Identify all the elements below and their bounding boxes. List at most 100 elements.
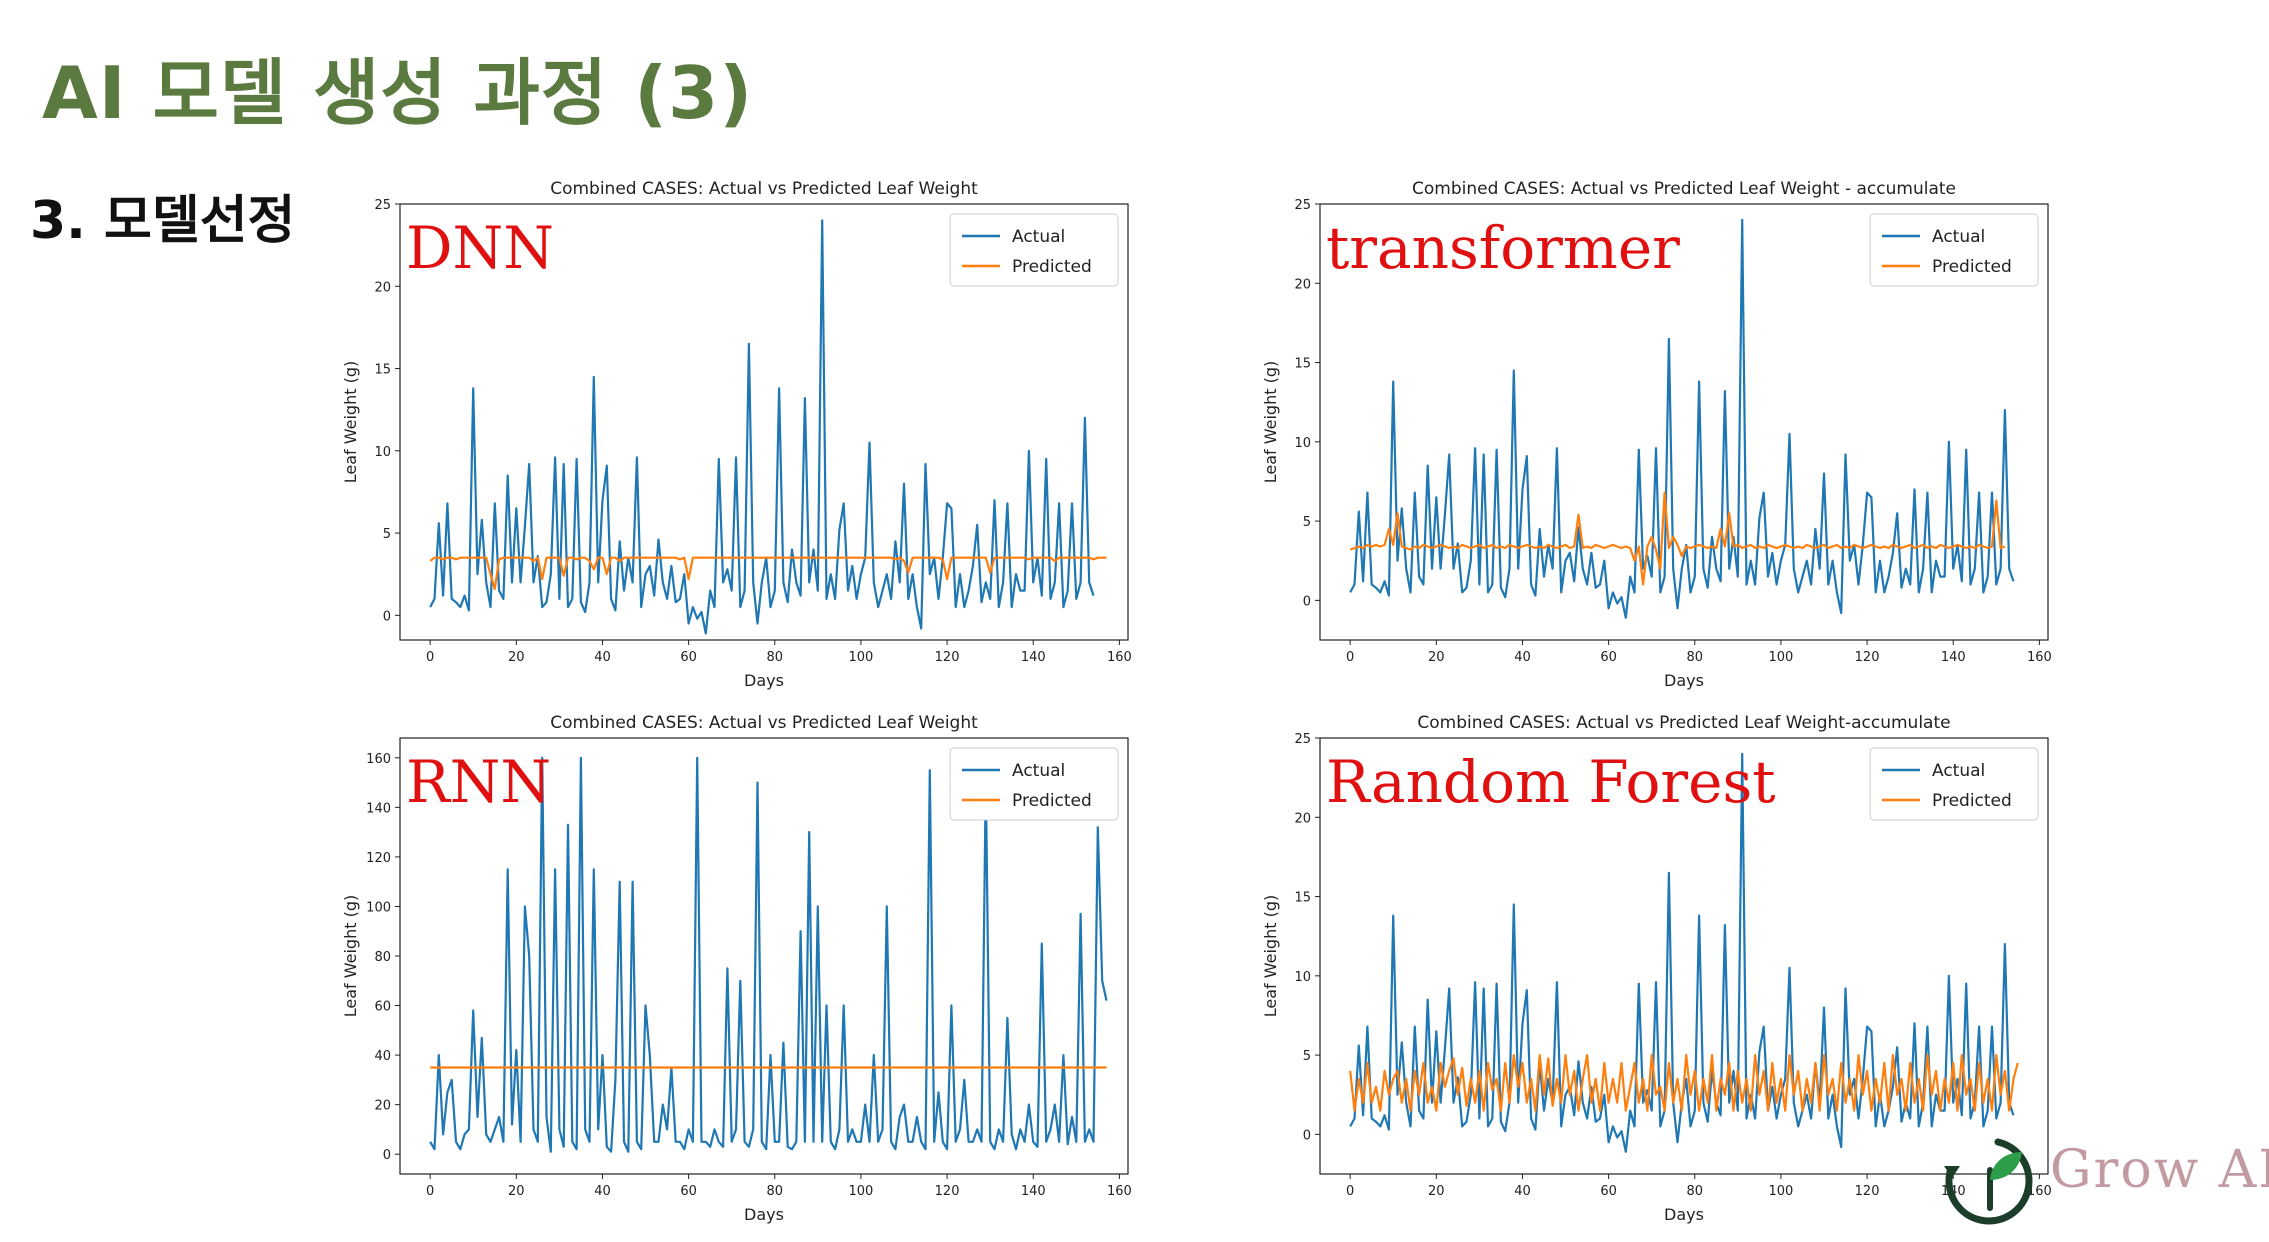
y-tick-label: 15 [1294, 891, 1311, 906]
chart-title: Combined CASES: Actual vs Predicted Leaf… [550, 179, 978, 199]
series-line-actual [429, 219, 1095, 635]
x-tick-label: 100 [1769, 1184, 1794, 1199]
model-label: RNN [406, 748, 551, 816]
y-tick-label: 0 [1303, 594, 1311, 609]
x-axis-label: Days [1664, 671, 1704, 690]
y-tick-label: 10 [1294, 436, 1311, 451]
x-tick-label: 160 [1107, 650, 1132, 665]
plot-frame [1319, 737, 2049, 1175]
y-tick-label: 10 [1294, 970, 1311, 985]
series-line-actual [429, 756, 1108, 1153]
x-tick-label: 120 [935, 1184, 960, 1199]
x-tick-label: 20 [508, 650, 525, 665]
model-label: Random Forest [1326, 748, 1776, 816]
x-tick-label: 80 [1686, 650, 1703, 665]
chart-dnn: Combined CASES: Actual vs Predicted Leaf… [320, 172, 1240, 690]
y-tick-label: 80 [374, 950, 391, 965]
legend-box [949, 213, 1119, 287]
chart-transformer: Combined CASES: Actual vs Predicted Leaf… [1240, 172, 2160, 690]
series-line-predicted [1349, 491, 2006, 586]
legend-box [1869, 747, 2039, 821]
y-tick-label: 5 [1303, 1049, 1311, 1064]
x-tick-label: 120 [935, 650, 960, 665]
chart-rnn: Combined CASES: Actual vs Predicted Leaf… [320, 706, 1240, 1224]
y-tick-label: 0 [383, 609, 391, 624]
y-axis-label: Leaf Weight (g) [1261, 361, 1280, 483]
x-tick-label: 120 [1855, 1184, 1880, 1199]
x-tick-label: 60 [1600, 1184, 1617, 1199]
x-tick-label: 60 [680, 1184, 697, 1199]
x-axis-label: Days [744, 671, 784, 690]
legend-label: Actual [1012, 761, 1065, 781]
plot-frame [1319, 203, 2049, 641]
y-tick-label: 5 [383, 527, 391, 542]
y-tick-label: 10 [374, 445, 391, 460]
plot-frame [399, 737, 1129, 1175]
legend-label: Actual [1932, 761, 1985, 781]
series-line-predicted [1349, 1054, 2019, 1112]
plot-frame [399, 203, 1129, 641]
chart-svg: Combined CASES: Actual vs Predicted Leaf… [1261, 179, 2052, 690]
y-tick-label: 120 [366, 851, 391, 866]
legend-label: Predicted [1932, 257, 2012, 277]
y-tick-label: 140 [366, 801, 391, 816]
x-tick-label: 140 [1021, 1184, 1046, 1199]
x-tick-label: 20 [1428, 650, 1445, 665]
grow-ai-logo [1944, 1138, 2033, 1225]
slide-title: AI 모델 생성 과정 (3) [42, 51, 754, 135]
x-tick-label: 0 [426, 1184, 434, 1199]
x-tick-label: 100 [1769, 650, 1794, 665]
y-axis-label: Leaf Weight (g) [1261, 895, 1280, 1017]
y-tick-label: 0 [1303, 1128, 1311, 1143]
x-tick-label: 160 [2027, 650, 2052, 665]
legend-label: Actual [1012, 227, 1065, 247]
x-tick-label: 40 [1514, 1184, 1531, 1199]
y-tick-label: 60 [374, 1000, 391, 1015]
y-tick-label: 40 [374, 1049, 391, 1064]
chart-title: Combined CASES: Actual vs Predicted Leaf… [1412, 179, 1956, 199]
legend-label: Actual [1932, 227, 1985, 247]
chart-svg: Combined CASES: Actual vs Predicted Leaf… [1261, 713, 2052, 1224]
x-axis-label: Days [744, 1205, 784, 1224]
y-tick-label: 25 [1294, 198, 1311, 213]
y-axis-label: Leaf Weight (g) [341, 361, 360, 483]
x-tick-label: 160 [1107, 1184, 1132, 1199]
y-tick-label: 5 [1303, 515, 1311, 530]
x-tick-label: 100 [849, 1184, 874, 1199]
x-tick-label: 20 [1428, 1184, 1445, 1199]
x-tick-label: 160 [2027, 1184, 2052, 1199]
x-tick-label: 20 [508, 1184, 525, 1199]
y-tick-label: 20 [374, 280, 391, 295]
y-tick-label: 0 [383, 1148, 391, 1163]
series-line-predicted [429, 556, 1107, 591]
chart-svg: Combined CASES: Actual vs Predicted Leaf… [341, 179, 1132, 690]
legend-label: Predicted [1012, 791, 1092, 811]
y-tick-label: 15 [1294, 357, 1311, 372]
y-tick-label: 20 [1294, 811, 1311, 826]
legend-label: Predicted [1932, 791, 2012, 811]
x-tick-label: 0 [1346, 650, 1354, 665]
x-tick-label: 140 [1021, 650, 1046, 665]
x-tick-label: 0 [426, 650, 434, 665]
y-tick-label: 25 [374, 198, 391, 213]
logo-text: Grow AI [2050, 1140, 2269, 1200]
series-line-actual [1349, 218, 2015, 619]
y-tick-label: 160 [366, 752, 391, 767]
model-label: DNN [406, 214, 554, 282]
x-tick-label: 80 [766, 1184, 783, 1199]
legend-label: Predicted [1012, 257, 1092, 277]
y-tick-label: 15 [374, 363, 391, 378]
x-tick-label: 120 [1855, 650, 1880, 665]
x-tick-label: 60 [680, 650, 697, 665]
sprout-icon [1944, 1138, 2033, 1225]
x-tick-label: 40 [594, 1184, 611, 1199]
x-tick-label: 100 [849, 650, 874, 665]
x-tick-label: 140 [1941, 650, 1966, 665]
x-tick-label: 80 [766, 650, 783, 665]
x-axis-label: Days [1664, 1205, 1704, 1224]
x-tick-label: 60 [1600, 650, 1617, 665]
x-tick-label: 40 [594, 650, 611, 665]
y-tick-label: 20 [374, 1099, 391, 1114]
y-axis-label: Leaf Weight (g) [341, 895, 360, 1017]
y-tick-label: 20 [1294, 277, 1311, 292]
